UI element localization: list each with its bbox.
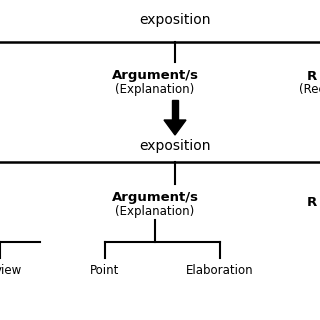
Text: Argument/s: Argument/s	[111, 69, 198, 83]
Text: exposition: exposition	[139, 139, 211, 153]
Text: R: R	[307, 196, 317, 209]
Text: Point: Point	[90, 263, 120, 276]
Text: (Reе: (Reе	[299, 83, 320, 95]
Text: Elaboration: Elaboration	[186, 263, 254, 276]
Text: exposition: exposition	[139, 13, 211, 27]
Text: view: view	[0, 263, 22, 276]
Text: Argument/s: Argument/s	[111, 191, 198, 204]
Text: (Explanation): (Explanation)	[116, 83, 195, 95]
Polygon shape	[164, 120, 186, 135]
Polygon shape	[172, 100, 178, 120]
Text: R: R	[307, 69, 317, 83]
Text: (Explanation): (Explanation)	[116, 204, 195, 218]
